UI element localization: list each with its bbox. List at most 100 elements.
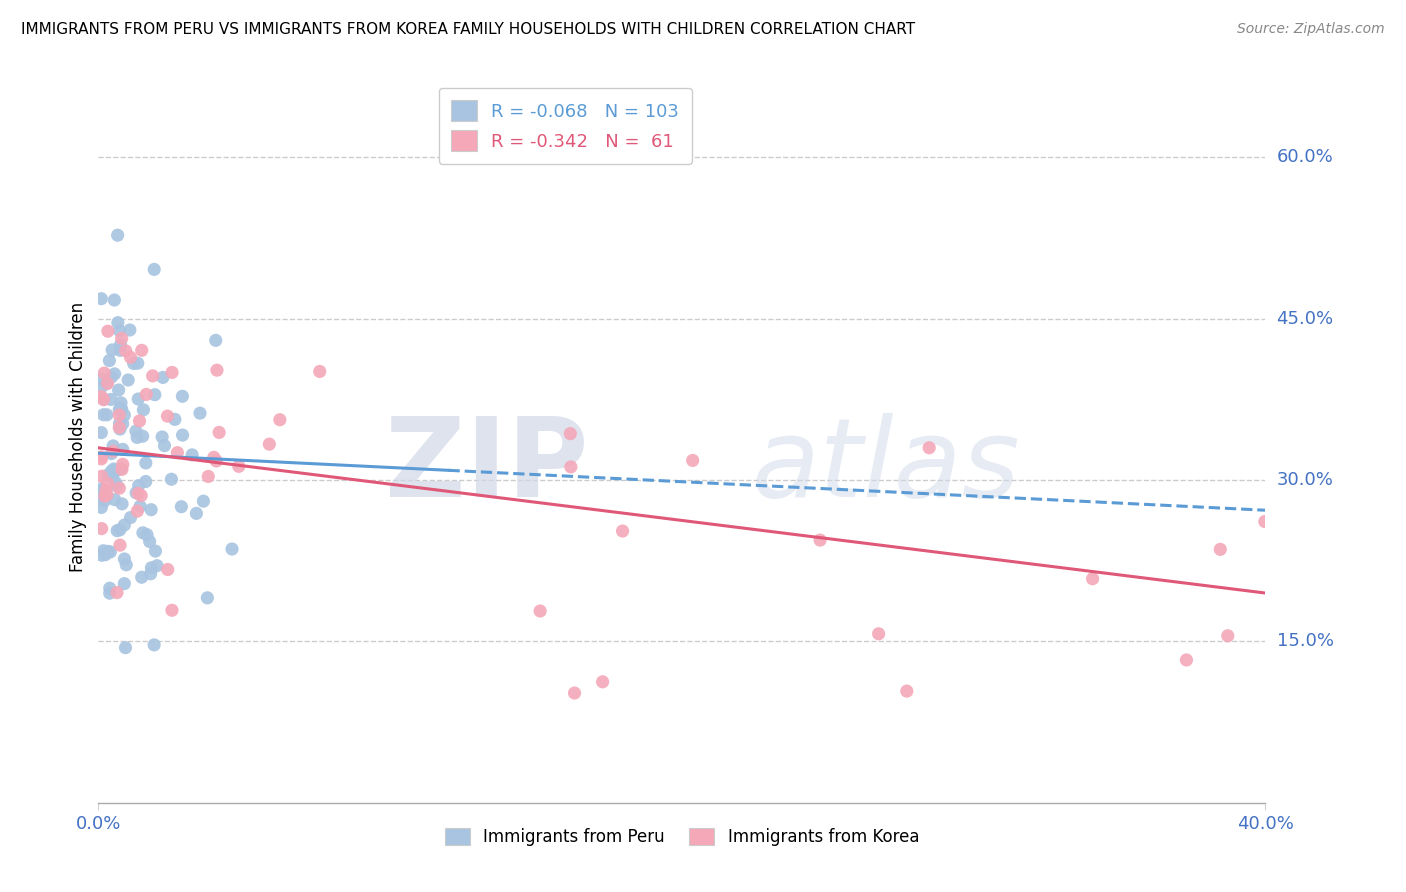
Point bbox=[96, 376, 118, 391]
Point bbox=[131, 570, 153, 584]
Point bbox=[269, 413, 291, 427]
Point bbox=[111, 417, 134, 431]
Point bbox=[125, 486, 148, 500]
Point bbox=[108, 402, 131, 417]
Point bbox=[592, 674, 614, 689]
Point bbox=[117, 373, 139, 387]
Point bbox=[103, 462, 125, 476]
Point bbox=[98, 581, 121, 595]
Point bbox=[1254, 515, 1277, 529]
Point bbox=[160, 603, 183, 617]
Point bbox=[111, 458, 134, 472]
Point bbox=[110, 338, 132, 352]
Point bbox=[127, 430, 149, 444]
Point bbox=[108, 324, 131, 338]
Point bbox=[918, 441, 941, 455]
Point bbox=[90, 425, 112, 440]
Point bbox=[1175, 653, 1198, 667]
Point bbox=[111, 402, 134, 417]
Point bbox=[205, 454, 228, 468]
Point bbox=[160, 365, 183, 379]
Point bbox=[114, 343, 136, 358]
Point bbox=[145, 544, 167, 558]
Point bbox=[163, 412, 186, 426]
Point bbox=[93, 366, 115, 380]
Point bbox=[100, 392, 122, 407]
Point bbox=[143, 262, 166, 277]
Point bbox=[114, 552, 136, 566]
Point bbox=[128, 478, 150, 492]
Point bbox=[166, 445, 188, 459]
Point bbox=[100, 464, 122, 478]
Point bbox=[103, 466, 125, 480]
Point bbox=[152, 370, 174, 384]
Point bbox=[101, 439, 124, 453]
Point bbox=[90, 522, 112, 536]
Point bbox=[90, 380, 112, 394]
Point bbox=[94, 483, 117, 498]
Point bbox=[90, 390, 112, 404]
Point bbox=[122, 356, 145, 370]
Point bbox=[110, 401, 132, 415]
Point bbox=[1209, 542, 1232, 557]
Point bbox=[105, 524, 128, 538]
Point bbox=[90, 292, 112, 306]
Point bbox=[90, 549, 112, 563]
Point bbox=[103, 444, 125, 458]
Point bbox=[188, 406, 211, 420]
Point bbox=[143, 638, 166, 652]
Point bbox=[131, 429, 153, 443]
Point bbox=[114, 640, 136, 655]
Point bbox=[94, 489, 117, 503]
Point bbox=[108, 408, 131, 422]
Point bbox=[139, 566, 162, 581]
Point bbox=[90, 451, 112, 466]
Point bbox=[104, 367, 127, 381]
Point bbox=[107, 228, 129, 243]
Point bbox=[93, 392, 115, 407]
Point bbox=[127, 504, 149, 518]
Point bbox=[93, 408, 115, 422]
Point bbox=[100, 370, 122, 384]
Text: 15.0%: 15.0% bbox=[1277, 632, 1333, 650]
Point bbox=[108, 417, 131, 431]
Point bbox=[682, 453, 704, 467]
Point bbox=[96, 488, 118, 502]
Point bbox=[112, 576, 135, 591]
Point bbox=[90, 500, 112, 515]
Point bbox=[135, 387, 157, 401]
Point bbox=[170, 500, 193, 514]
Text: 45.0%: 45.0% bbox=[1277, 310, 1334, 327]
Point bbox=[125, 424, 148, 438]
Point bbox=[103, 293, 125, 307]
Point bbox=[97, 544, 120, 558]
Point bbox=[560, 426, 582, 441]
Point bbox=[96, 408, 118, 422]
Point bbox=[564, 686, 586, 700]
Point bbox=[108, 420, 131, 434]
Point bbox=[132, 525, 155, 540]
Point bbox=[94, 493, 117, 508]
Point bbox=[808, 533, 831, 547]
Point bbox=[93, 486, 115, 500]
Point bbox=[160, 472, 183, 486]
Point bbox=[221, 541, 243, 556]
Text: IMMIGRANTS FROM PERU VS IMMIGRANTS FROM KOREA FAMILY HOUSEHOLDS WITH CHILDREN CO: IMMIGRANTS FROM PERU VS IMMIGRANTS FROM … bbox=[21, 22, 915, 37]
Point bbox=[90, 488, 112, 502]
Point bbox=[129, 489, 152, 503]
Point bbox=[97, 376, 120, 391]
Point bbox=[131, 343, 153, 358]
Point bbox=[128, 414, 150, 428]
Point bbox=[105, 463, 128, 477]
Point bbox=[110, 462, 132, 476]
Point bbox=[111, 462, 134, 476]
Point bbox=[156, 562, 179, 576]
Point bbox=[97, 467, 120, 482]
Point bbox=[111, 442, 134, 457]
Y-axis label: Family Households with Children: Family Households with Children bbox=[69, 302, 87, 572]
Point bbox=[308, 364, 330, 378]
Text: 30.0%: 30.0% bbox=[1277, 471, 1333, 489]
Point bbox=[108, 523, 131, 537]
Point bbox=[146, 558, 169, 573]
Point bbox=[141, 502, 163, 516]
